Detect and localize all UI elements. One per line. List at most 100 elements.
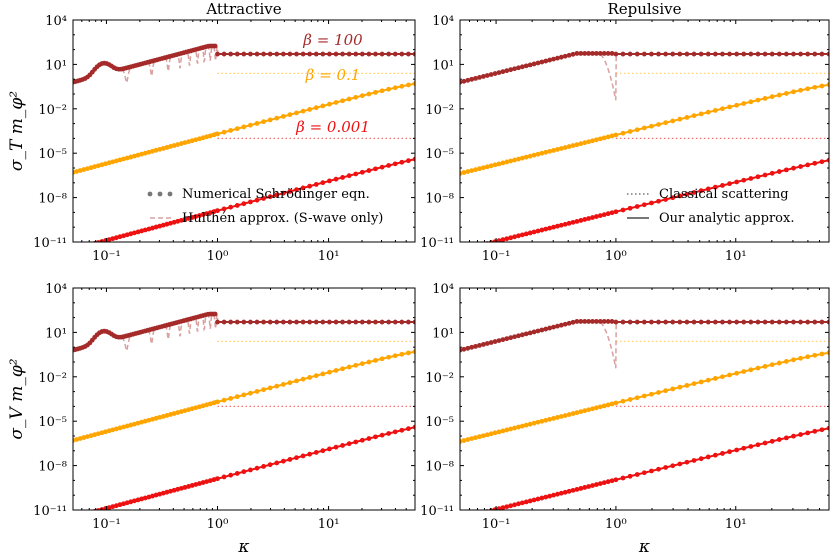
data-point bbox=[392, 85, 398, 91]
data-point bbox=[516, 333, 521, 339]
data-point bbox=[168, 412, 173, 417]
data-point bbox=[523, 231, 529, 237]
data-point bbox=[477, 343, 482, 348]
data-point bbox=[274, 192, 280, 198]
data-point bbox=[512, 234, 517, 240]
data-point bbox=[215, 51, 220, 57]
data-point bbox=[287, 457, 293, 462]
data-point bbox=[477, 75, 482, 80]
data-point bbox=[274, 460, 280, 466]
data-point bbox=[373, 357, 378, 363]
data-point bbox=[78, 513, 83, 518]
legend-label: Our analytic approx. bbox=[659, 211, 794, 226]
data-point bbox=[755, 319, 761, 325]
data-point bbox=[543, 149, 549, 155]
data-point bbox=[189, 406, 195, 412]
data-point bbox=[539, 150, 545, 156]
data-point bbox=[366, 168, 372, 173]
data-point bbox=[698, 111, 704, 117]
data-point bbox=[359, 437, 365, 443]
data-point bbox=[776, 169, 782, 174]
data-point bbox=[204, 479, 210, 484]
data-point bbox=[234, 51, 240, 57]
data-point bbox=[741, 101, 747, 106]
data-point bbox=[178, 409, 184, 414]
data-point bbox=[106, 505, 112, 510]
data-point bbox=[254, 389, 260, 394]
data-point bbox=[106, 428, 112, 434]
x-tick-label: 10⁰ bbox=[207, 517, 229, 532]
x-tick-label: 10⁰ bbox=[207, 249, 229, 264]
data-point bbox=[641, 202, 647, 208]
data-point bbox=[649, 51, 654, 57]
data-point bbox=[88, 433, 94, 439]
axes-frame bbox=[459, 19, 830, 243]
data-point bbox=[594, 482, 599, 487]
data-point bbox=[81, 435, 87, 440]
data-point bbox=[121, 424, 126, 430]
data-point bbox=[267, 462, 273, 468]
data-point bbox=[366, 436, 372, 441]
data-point bbox=[458, 516, 463, 521]
data-point bbox=[826, 319, 829, 325]
data-point bbox=[535, 419, 541, 425]
y-tick-label: 10⁻² bbox=[425, 371, 454, 386]
data-point bbox=[601, 212, 607, 218]
legend-label: Numerical Schrödinger eqn. bbox=[182, 187, 370, 202]
data-point bbox=[124, 232, 130, 238]
data-point bbox=[609, 210, 615, 216]
data-point bbox=[519, 64, 525, 70]
data-point bbox=[496, 238, 502, 242]
data-point bbox=[186, 484, 192, 489]
data-point bbox=[186, 139, 192, 145]
data-point bbox=[366, 51, 372, 57]
data-point bbox=[92, 164, 98, 170]
data-point bbox=[578, 486, 584, 491]
data-point bbox=[496, 338, 502, 343]
data-point bbox=[826, 350, 829, 356]
data-point bbox=[313, 319, 319, 325]
data-point bbox=[698, 319, 704, 325]
data-point bbox=[373, 166, 378, 172]
data-point bbox=[373, 89, 378, 95]
data-point bbox=[762, 51, 768, 57]
legend-label: Hulthén approx. (S-wave only) bbox=[182, 211, 383, 226]
data-point bbox=[211, 132, 217, 138]
data-point bbox=[204, 402, 210, 408]
data-point bbox=[605, 134, 611, 140]
data-point bbox=[776, 360, 782, 366]
data-point bbox=[484, 432, 490, 438]
data-point bbox=[294, 110, 299, 116]
data-point bbox=[274, 115, 280, 121]
data-point bbox=[392, 353, 398, 359]
data-point bbox=[705, 377, 711, 383]
data-point bbox=[211, 209, 217, 215]
data-point bbox=[164, 145, 170, 150]
data-point bbox=[783, 359, 789, 364]
data-point bbox=[175, 410, 181, 415]
data-point bbox=[234, 394, 240, 400]
data-point bbox=[228, 128, 234, 133]
legend-dot-marker bbox=[147, 191, 153, 197]
data-point bbox=[826, 425, 829, 431]
data-point bbox=[535, 228, 541, 234]
data-point bbox=[555, 147, 560, 152]
data-point bbox=[274, 319, 280, 325]
data-point bbox=[783, 91, 789, 96]
data-point bbox=[492, 430, 498, 436]
data-point bbox=[146, 149, 152, 155]
x-tick-label: 10⁻¹ bbox=[482, 249, 511, 264]
data-point bbox=[500, 69, 506, 75]
data-point bbox=[812, 428, 818, 434]
data-point bbox=[327, 178, 332, 184]
data-point bbox=[132, 498, 137, 504]
data-point bbox=[539, 227, 545, 233]
y-tick-label: 10⁻⁵ bbox=[38, 147, 67, 162]
data-point bbox=[527, 153, 533, 159]
data-point bbox=[461, 346, 467, 352]
data-point bbox=[215, 399, 220, 405]
data-point bbox=[776, 319, 782, 325]
data-point bbox=[551, 224, 556, 230]
data-point bbox=[755, 97, 761, 103]
data-point bbox=[597, 481, 603, 487]
